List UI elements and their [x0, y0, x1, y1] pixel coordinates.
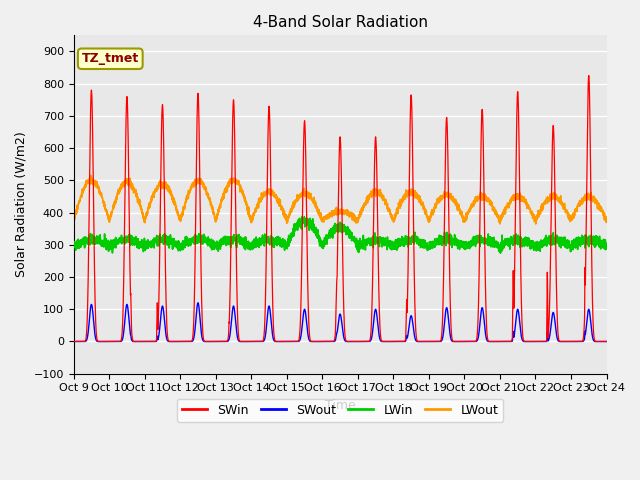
Line: SWin: SWin: [74, 76, 607, 341]
SWout: [133, 338, 141, 344]
Line: SWout: SWout: [74, 303, 607, 341]
SWin: [438, 332, 445, 337]
LWin: [133, 237, 141, 242]
LWin: [438, 238, 445, 243]
LWout: [532, 221, 540, 227]
Title: 4-Band Solar Radiation: 4-Band Solar Radiation: [253, 15, 428, 30]
LWin: [104, 245, 111, 251]
SWin: [70, 338, 77, 344]
SWin: [236, 337, 243, 343]
LWout: [133, 192, 141, 198]
LWin: [134, 238, 141, 244]
LWout: [236, 182, 243, 188]
SWout: [481, 329, 489, 335]
Text: TZ_tmet: TZ_tmet: [82, 52, 139, 65]
LWout: [87, 172, 95, 178]
SWout: [70, 338, 77, 344]
LWin: [603, 246, 611, 252]
Legend: SWin, SWout, LWin, LWout: SWin, SWout, LWin, LWout: [177, 398, 503, 421]
SWin: [104, 338, 111, 344]
SWout: [104, 338, 111, 344]
LWout: [70, 219, 77, 225]
LWout: [481, 195, 489, 201]
SWout: [236, 338, 243, 344]
SWout: [438, 337, 445, 343]
LWout: [104, 211, 111, 216]
SWin: [585, 73, 593, 79]
LWout: [134, 194, 141, 200]
Line: LWout: LWout: [74, 175, 607, 224]
LWin: [497, 250, 504, 256]
SWin: [134, 338, 141, 344]
SWin: [481, 265, 489, 271]
SWout: [194, 300, 202, 306]
LWin: [70, 242, 77, 248]
Line: LWin: LWin: [74, 217, 607, 253]
LWin: [236, 235, 243, 241]
Y-axis label: Solar Radiation (W/m2): Solar Radiation (W/m2): [15, 132, 28, 277]
SWout: [603, 338, 611, 344]
LWout: [603, 217, 611, 223]
X-axis label: Time: Time: [324, 399, 355, 412]
LWin: [300, 214, 308, 220]
LWout: [438, 194, 445, 200]
SWout: [134, 338, 141, 344]
SWin: [603, 338, 611, 344]
SWin: [133, 338, 141, 344]
LWin: [481, 239, 489, 245]
